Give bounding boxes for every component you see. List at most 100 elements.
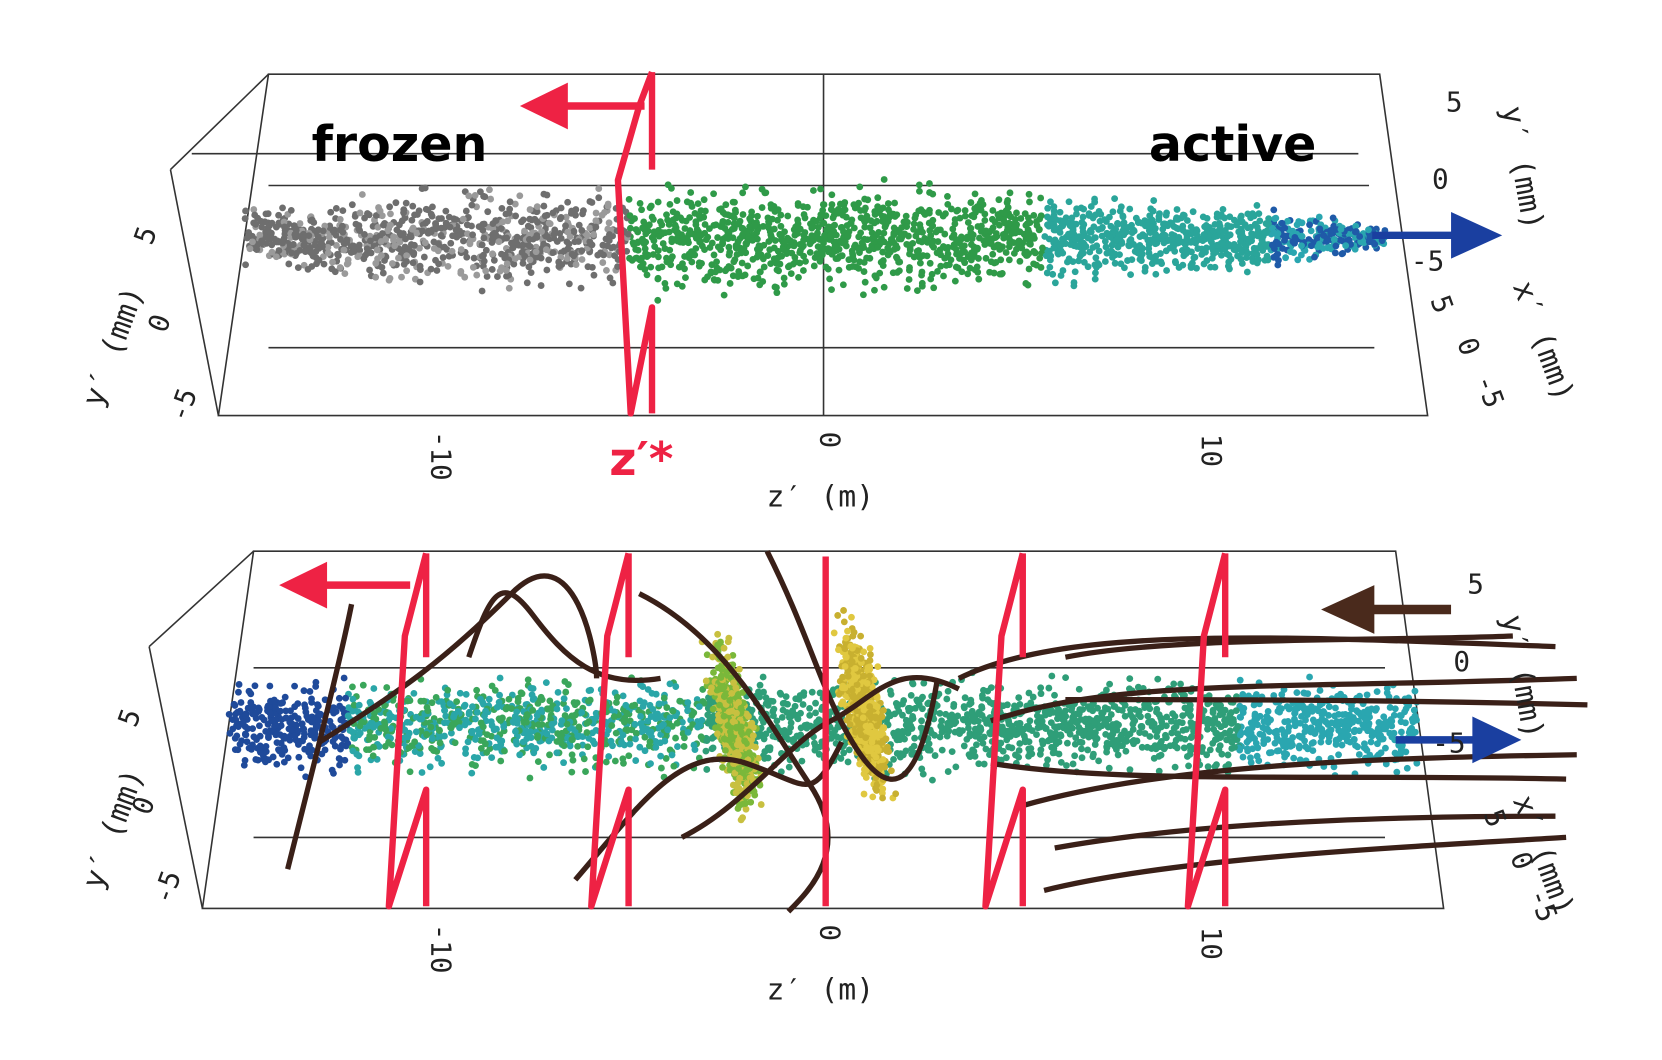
particle <box>477 695 484 703</box>
particle <box>592 209 600 217</box>
particle <box>336 264 344 271</box>
particle <box>961 248 969 256</box>
particle <box>664 181 672 189</box>
particle <box>711 276 718 284</box>
particle <box>1174 216 1182 223</box>
particle <box>1122 747 1130 755</box>
particle <box>886 210 894 218</box>
particle <box>491 686 499 694</box>
particle <box>1117 260 1125 268</box>
particle <box>725 263 733 270</box>
particle <box>1101 237 1109 245</box>
particle <box>1067 222 1075 230</box>
particle <box>1111 195 1119 203</box>
particle <box>1373 688 1381 696</box>
particle <box>948 748 956 756</box>
particle <box>441 732 448 740</box>
particle <box>301 745 309 753</box>
particle <box>263 239 271 247</box>
particle <box>1168 729 1176 737</box>
particle <box>1275 256 1282 264</box>
particle <box>760 241 768 249</box>
particle <box>594 251 602 259</box>
particle <box>1271 229 1279 237</box>
particle <box>463 221 471 229</box>
particle <box>1151 727 1159 734</box>
particle <box>1178 719 1186 727</box>
particle <box>540 202 548 210</box>
particle <box>542 679 550 687</box>
particle <box>1000 216 1008 224</box>
particle <box>1054 249 1062 257</box>
particle <box>1316 225 1324 233</box>
particle <box>918 765 926 773</box>
particle <box>236 740 244 748</box>
particle <box>306 688 314 695</box>
particle <box>255 706 263 713</box>
particle <box>1278 691 1286 698</box>
particle <box>619 692 627 700</box>
particle <box>1187 223 1195 231</box>
particle <box>893 253 900 261</box>
particle <box>1037 212 1045 220</box>
particle <box>556 733 564 740</box>
particle <box>329 738 337 745</box>
particle <box>1068 214 1076 222</box>
particle <box>1073 243 1081 250</box>
particle <box>556 215 564 223</box>
particle <box>1119 213 1127 221</box>
particle <box>488 266 496 273</box>
particle <box>632 254 640 262</box>
particle <box>1141 264 1149 271</box>
particle <box>275 746 282 754</box>
particle <box>1055 738 1063 746</box>
particle <box>778 231 785 239</box>
particle <box>1352 742 1359 749</box>
particle <box>1183 217 1191 224</box>
particle <box>703 766 711 773</box>
particle <box>256 742 264 750</box>
particle <box>473 271 481 279</box>
particle <box>636 697 644 705</box>
particle <box>775 267 782 275</box>
particle <box>920 208 927 216</box>
particle <box>982 745 990 753</box>
particle <box>1108 241 1116 249</box>
particle <box>1154 675 1162 683</box>
particle <box>767 231 775 239</box>
particle <box>1136 233 1144 240</box>
particle <box>626 254 633 262</box>
particle <box>1037 746 1045 754</box>
particle <box>1201 223 1209 231</box>
particle <box>625 752 633 760</box>
particle <box>1156 210 1163 218</box>
particle <box>1111 259 1119 267</box>
particle <box>992 258 1000 266</box>
particle <box>1047 252 1055 260</box>
particle <box>339 207 347 215</box>
particle <box>672 214 680 222</box>
particle <box>944 193 951 200</box>
particle <box>512 212 520 220</box>
particle <box>726 280 734 287</box>
particle <box>784 212 792 220</box>
particle <box>927 232 935 240</box>
particle <box>287 207 295 214</box>
particle <box>754 274 762 282</box>
particle <box>495 238 503 246</box>
particle <box>1036 254 1044 262</box>
particle <box>557 235 565 242</box>
box-edge <box>148 646 204 909</box>
particle <box>749 236 756 244</box>
particle <box>256 722 263 730</box>
particle <box>387 221 394 229</box>
particle <box>1028 235 1036 242</box>
particle <box>877 206 884 214</box>
particle <box>845 256 853 264</box>
particle <box>292 249 300 257</box>
particle <box>358 191 366 198</box>
particle <box>910 220 918 228</box>
particle <box>777 211 785 219</box>
particle <box>538 228 545 236</box>
particle <box>636 743 644 751</box>
